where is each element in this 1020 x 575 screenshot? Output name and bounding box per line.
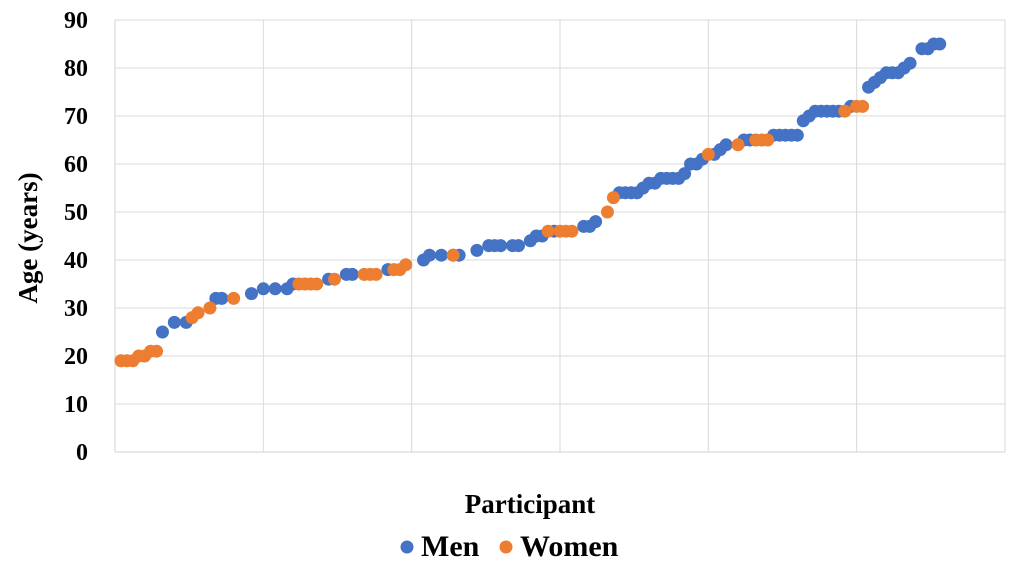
data-point [719, 138, 733, 152]
legend-item-women: Women [499, 530, 619, 563]
data-point [790, 128, 804, 142]
series-men [155, 37, 947, 339]
y-tick-label: 80 [64, 56, 88, 82]
data-points [114, 37, 947, 368]
data-point [155, 325, 169, 339]
y-tick-label: 60 [64, 152, 88, 178]
data-point [227, 291, 241, 305]
y-tick-label: 90 [64, 8, 88, 34]
data-point [541, 224, 555, 238]
data-point [838, 104, 852, 118]
legend-label: Women [520, 530, 619, 563]
data-point [446, 248, 460, 262]
y-tick-label: 10 [64, 392, 88, 418]
y-tick-label: 50 [64, 200, 88, 226]
data-point [470, 243, 484, 257]
y-tick-label: 0 [76, 440, 88, 466]
y-tick-label: 40 [64, 248, 88, 274]
data-point [678, 167, 692, 181]
data-point [761, 133, 775, 147]
legend: Men Women [400, 530, 619, 563]
data-point [856, 99, 870, 113]
y-tick-label: 70 [64, 104, 88, 130]
data-point [933, 37, 947, 51]
data-point [310, 277, 324, 291]
data-point [731, 138, 745, 152]
data-point [399, 258, 413, 272]
data-point [903, 56, 917, 70]
data-point [369, 267, 383, 281]
y-tick-label: 30 [64, 296, 88, 322]
data-point [150, 344, 164, 358]
data-point [422, 248, 436, 262]
data-point [191, 306, 205, 320]
data-point [589, 215, 603, 229]
data-point [701, 147, 715, 161]
y-axis-title: Age (years) [13, 172, 43, 303]
data-point [256, 282, 270, 296]
data-point [606, 191, 620, 205]
data-point [215, 291, 229, 305]
data-point [494, 239, 508, 253]
series-women [114, 99, 870, 368]
data-point [328, 272, 342, 286]
data-point [511, 239, 525, 253]
data-point [268, 282, 282, 296]
y-axis-ticks: 0 10 20 30 40 50 60 70 80 90 [64, 8, 88, 466]
legend-item-men: Men [400, 530, 480, 563]
legend-marker [499, 540, 513, 554]
y-tick-label: 20 [64, 344, 88, 370]
legend-label: Men [421, 530, 480, 563]
x-axis-title: Participant [465, 489, 595, 519]
legend-marker [400, 540, 414, 554]
data-point [244, 287, 258, 301]
data-point [167, 315, 181, 329]
data-point [203, 301, 217, 315]
data-point [345, 267, 359, 281]
data-point [434, 248, 448, 262]
data-point [565, 224, 579, 238]
data-point [600, 205, 614, 219]
